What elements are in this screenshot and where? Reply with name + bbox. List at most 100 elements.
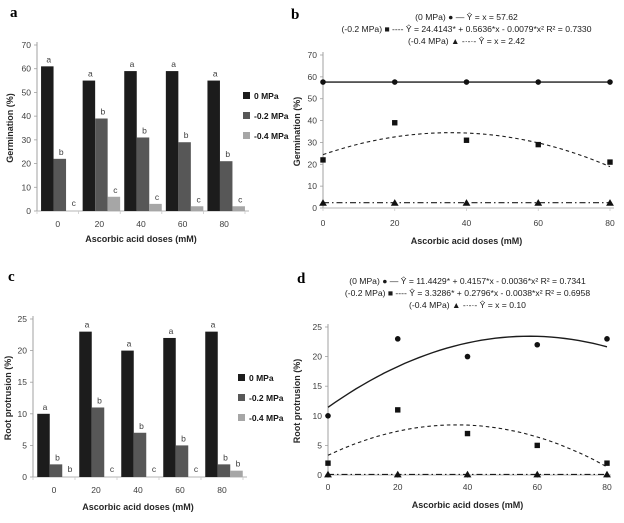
significance-letter: a (130, 59, 135, 69)
bar (107, 196, 121, 211)
points-series-2 (324, 470, 611, 478)
svg-text:25: 25 (18, 314, 28, 324)
bar (37, 413, 50, 477)
significance-letter: b (184, 130, 189, 140)
y-axis-label: Root protrusion (%) (292, 359, 302, 444)
svg-text:10: 10 (308, 181, 318, 191)
legend-label: -0.2 MPa (249, 393, 284, 403)
svg-text:0: 0 (52, 485, 57, 495)
y-axis-label: Germination (%) (292, 97, 302, 167)
svg-text:20: 20 (18, 346, 28, 356)
significance-letter: c (194, 464, 199, 474)
bar (121, 350, 134, 477)
svg-text:0: 0 (26, 206, 31, 216)
significance-letter: a (43, 402, 48, 412)
x-axis-label: Ascorbic acid doses (mM) (412, 500, 524, 510)
significance-letter: b (225, 149, 230, 159)
panel-label-a: a (10, 5, 18, 21)
significance-letter: c (155, 192, 160, 202)
svg-text:50: 50 (22, 87, 32, 97)
bar (175, 445, 189, 477)
fit-line-0 (327, 335, 608, 408)
bar (190, 206, 204, 211)
scatter-chart-germination: 0 10 20 30 40 50 60 70 Ascorbic acid doses (mM) G… (292, 12, 615, 246)
significance-letter: c (72, 198, 77, 208)
svg-text:80: 80 (602, 482, 612, 492)
svg-text:60: 60 (175, 485, 185, 495)
svg-text:70: 70 (22, 40, 32, 50)
significance-letter: c (152, 464, 157, 474)
svg-text:0: 0 (312, 203, 317, 213)
bar (53, 158, 67, 211)
equation-line: (-0.4 MPa) ▲ -·-·- Ŷ = x = 0.10 (409, 300, 526, 310)
svg-text:50: 50 (308, 94, 318, 104)
svg-text:20: 20 (390, 218, 400, 228)
svg-text:20: 20 (91, 485, 101, 495)
svg-text:60: 60 (533, 482, 543, 492)
svg-text:20: 20 (22, 159, 32, 169)
bar (232, 206, 245, 211)
equation-line: (0 MPa) ● — Ŷ = x = 57.62 (415, 12, 518, 22)
significance-letter: a (213, 69, 218, 79)
significance-letter: b (181, 433, 186, 443)
legend-label: 0 MPa (249, 373, 274, 383)
svg-text:15: 15 (18, 377, 28, 387)
svg-text:40: 40 (136, 219, 146, 229)
bar (124, 71, 137, 211)
significance-letter: b (223, 452, 228, 462)
legend-label: -0.2 MPa (254, 111, 289, 121)
svg-text:60: 60 (178, 219, 188, 229)
svg-text:30: 30 (22, 135, 32, 145)
scatter-chart-root-protrusion: 0 5 10 15 20 25 Ascorbic acid doses (mM) Root p… (292, 276, 612, 510)
svg-text:0: 0 (55, 219, 60, 229)
significance-letter: b (101, 107, 106, 117)
points-series-1 (325, 407, 610, 466)
significance-letter: b (68, 464, 73, 474)
points-series-0 (320, 79, 613, 85)
bar (41, 66, 54, 211)
bar (82, 80, 96, 211)
legend-swatch (243, 132, 250, 139)
significance-letter: b (142, 125, 147, 135)
bars-series-0: a a a a a (41, 54, 220, 211)
bar (230, 470, 243, 477)
svg-text:20: 20 (393, 482, 403, 492)
svg-text:20: 20 (313, 352, 323, 362)
svg-text:5: 5 (317, 440, 322, 450)
significance-letter: a (211, 320, 216, 330)
bar (133, 432, 147, 477)
bar (49, 464, 63, 477)
significance-letter: c (113, 185, 118, 195)
panel-label-d: d (297, 271, 306, 287)
points-series-1 (320, 120, 613, 165)
significance-letter: b (55, 452, 60, 462)
equation-line: (0 MPa) ● — Ŷ = 11.4429* + 0.4157*x - 0.… (349, 276, 586, 286)
significance-letter: c (110, 464, 115, 474)
bar (205, 331, 218, 477)
bar (207, 80, 220, 211)
svg-text:40: 40 (22, 111, 32, 121)
legend-swatch (243, 92, 250, 99)
svg-text:80: 80 (219, 219, 229, 229)
bars-series-0: a a a a a (37, 320, 218, 477)
legend-swatch (238, 374, 245, 381)
significance-letter: a (85, 320, 90, 330)
y-axis-label: Root protrusion (%) (3, 356, 13, 441)
svg-text:10: 10 (313, 411, 323, 421)
significance-letter: b (97, 395, 102, 405)
significance-letter: a (169, 326, 174, 336)
fit-line-1 (322, 132, 611, 168)
bar (217, 464, 231, 477)
fit-line-1 (327, 424, 608, 468)
bars-series-2: b c c cb (68, 459, 243, 477)
x-axis-label: Ascorbic acid doses (mM) (82, 502, 194, 512)
svg-text:40: 40 (133, 485, 143, 495)
bar-chart-germination: 0 10 20 30 40 50 60 70 Ascorbic acid doses (mM) G… (5, 40, 289, 244)
svg-text:60: 60 (308, 72, 318, 82)
points-series-0 (325, 336, 610, 419)
significance-letter: a (171, 59, 176, 69)
bar (91, 407, 105, 477)
svg-text:70: 70 (308, 50, 318, 60)
